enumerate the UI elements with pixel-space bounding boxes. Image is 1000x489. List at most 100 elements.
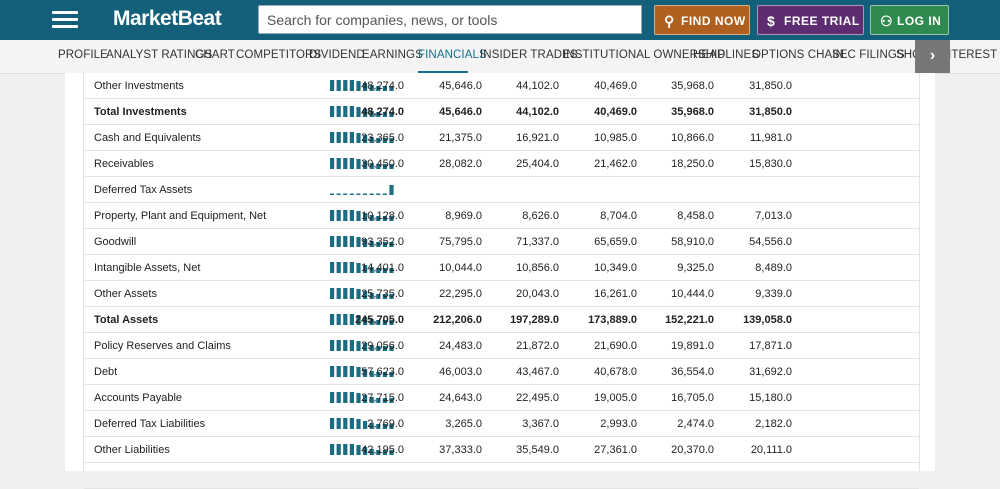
nav-tab[interactable]: DIVIDEND xyxy=(309,49,365,61)
row-value: 20,111.0 xyxy=(750,444,792,456)
menu-icon[interactable] xyxy=(52,11,78,14)
sparkline-bar xyxy=(356,367,361,377)
nav-tab[interactable]: OPTIONS CHAIN xyxy=(752,49,845,61)
sparkline-bar xyxy=(349,193,354,195)
row-value: 10,128.0 xyxy=(361,210,404,222)
header-button[interactable]: ⚇ LOG IN xyxy=(870,5,949,35)
sparkline-bar xyxy=(376,346,381,351)
sparkline-bar xyxy=(349,158,354,169)
content-panel xyxy=(65,73,935,471)
sparkline-bar xyxy=(343,366,348,377)
row-value: 40,469.0 xyxy=(594,80,637,92)
sparkline-bar xyxy=(369,449,374,455)
sparkline-bar xyxy=(369,345,374,351)
sparkline-bar xyxy=(336,262,341,273)
nav-tab[interactable]: ANALYST RATINGS xyxy=(106,49,213,61)
sparkline-bar xyxy=(343,210,348,221)
nav-tab[interactable]: CHART xyxy=(195,49,235,61)
sparkline-bar xyxy=(356,133,361,143)
sparkline-bar xyxy=(363,213,368,221)
sparkline-bar xyxy=(343,80,348,91)
menu-icon[interactable] xyxy=(52,18,78,21)
nav-more[interactable]: › xyxy=(915,40,950,73)
sparkline-bar xyxy=(330,158,335,169)
top-bar: MarketBeat Search for companies, news, o… xyxy=(0,0,1000,40)
row-value: 27,715.0 xyxy=(361,392,404,404)
row-value: 20,370.0 xyxy=(671,444,714,456)
sparkline-bar xyxy=(376,164,381,169)
nav-bar: PROFILE ANALYST RATINGS CHART COMPETITORS DI… xyxy=(0,40,1000,74)
button-label: FREE TRIAL xyxy=(784,14,860,28)
row-value: 30,450.0 xyxy=(361,158,404,170)
sparkline-bar xyxy=(336,236,341,247)
sparkline-bar xyxy=(330,314,335,325)
sparkline xyxy=(330,418,394,429)
row-value: 8,704.0 xyxy=(600,210,637,222)
sparkline-bar xyxy=(330,236,335,247)
table-row: Debt 57,623.0 46,003.0 43,467.0 40,678.0 36,5… xyxy=(84,359,919,385)
row-value: 152,221.0 xyxy=(665,314,714,326)
nav-tab[interactable]: EARNINGS xyxy=(362,49,423,61)
table-row: Property, Plant and Equipment, Net 10,128… xyxy=(84,203,919,229)
sparkline-bar xyxy=(389,112,394,117)
row-value: 44,102.0 xyxy=(516,80,559,92)
header-button[interactable]: $ FREE TRIAL xyxy=(757,5,864,35)
sparkline-bar xyxy=(369,267,374,273)
sparkline-bar xyxy=(336,288,341,299)
sparkline-bar xyxy=(363,343,368,351)
sparkline-bar xyxy=(389,294,394,299)
nav-tab[interactable]: INSTITUTIONAL OWNERSHIP xyxy=(563,49,726,61)
nav-tab[interactable]: PROFILE xyxy=(58,49,108,61)
nav-tab[interactable]: SEC FILINGS xyxy=(832,49,905,61)
row-value: 10,866.0 xyxy=(671,132,714,144)
sparkline-bar xyxy=(343,418,348,429)
row-label: Accounts Payable xyxy=(94,392,183,404)
table-row: Receivables 30,450.0 28,082.0 25,404.0 21,46… xyxy=(84,151,919,177)
row-value: 245,705.0 xyxy=(355,314,404,326)
row-value: 40,469.0 xyxy=(594,106,637,118)
sparkline-bar xyxy=(349,210,354,221)
logo[interactable]: MarketBeat xyxy=(113,7,222,30)
sparkline-bar xyxy=(363,447,368,455)
row-value: 31,850.0 xyxy=(749,106,792,118)
row-label: Deferred Tax Liabilities xyxy=(94,418,206,430)
sparkline xyxy=(330,340,394,351)
sparkline-bar xyxy=(363,369,368,377)
financials-table: Other Investments 48,274.0 45,646.0 44,102.… xyxy=(83,73,920,489)
sparkline-bar xyxy=(349,236,354,247)
row-value: 9,339.0 xyxy=(755,288,792,300)
sparkline xyxy=(330,158,394,169)
button-icon: ⚲ xyxy=(664,13,675,29)
row-value: 24,643.0 xyxy=(439,392,482,404)
sparkline-bar xyxy=(356,193,361,195)
nav-tab[interactable]: HEADLINES xyxy=(693,49,760,61)
sparkline-bar xyxy=(389,372,394,377)
header-button[interactable]: ⚲ FIND NOW xyxy=(654,5,750,35)
sparkline-bar xyxy=(356,237,361,247)
sparkline-bar xyxy=(343,392,348,403)
row-value: 44,102.0 xyxy=(516,106,559,118)
sparkline-bar xyxy=(376,193,381,195)
sparkline-bar xyxy=(356,315,361,325)
nav-tab[interactable]: COMPETITORS xyxy=(236,49,322,61)
table-row: Other Liabilities 42,195.0 37,333.0 35,549.… xyxy=(84,437,919,463)
row-label: Goodwill xyxy=(94,236,137,248)
sparkline-bar xyxy=(343,193,348,195)
sparkline-bar xyxy=(369,241,374,247)
sparkline-bar xyxy=(336,158,341,169)
sparkline-bar xyxy=(382,164,387,169)
sparkline-bar xyxy=(349,288,354,299)
table-row: Total Assets 245,705.0 212,206.0 197,289.0 1… xyxy=(84,307,919,333)
row-value: 40,678.0 xyxy=(594,366,637,378)
sparkline-bar xyxy=(389,216,394,221)
sparkline-bar xyxy=(330,392,335,403)
sparkline-bar xyxy=(389,398,394,403)
nav-tab[interactable]: FINANCIALS xyxy=(418,49,487,61)
search-box[interactable]: Search for companies, news, or tools xyxy=(258,5,642,34)
row-value: 9,325.0 xyxy=(677,262,714,274)
sparkline-bar xyxy=(382,320,387,325)
nav-tab[interactable]: INSIDER TRADES xyxy=(480,49,578,61)
row-label: Deferred Tax Assets xyxy=(94,184,193,196)
menu-icon[interactable] xyxy=(52,25,78,28)
row-label: Intangible Assets, Net xyxy=(94,262,201,274)
